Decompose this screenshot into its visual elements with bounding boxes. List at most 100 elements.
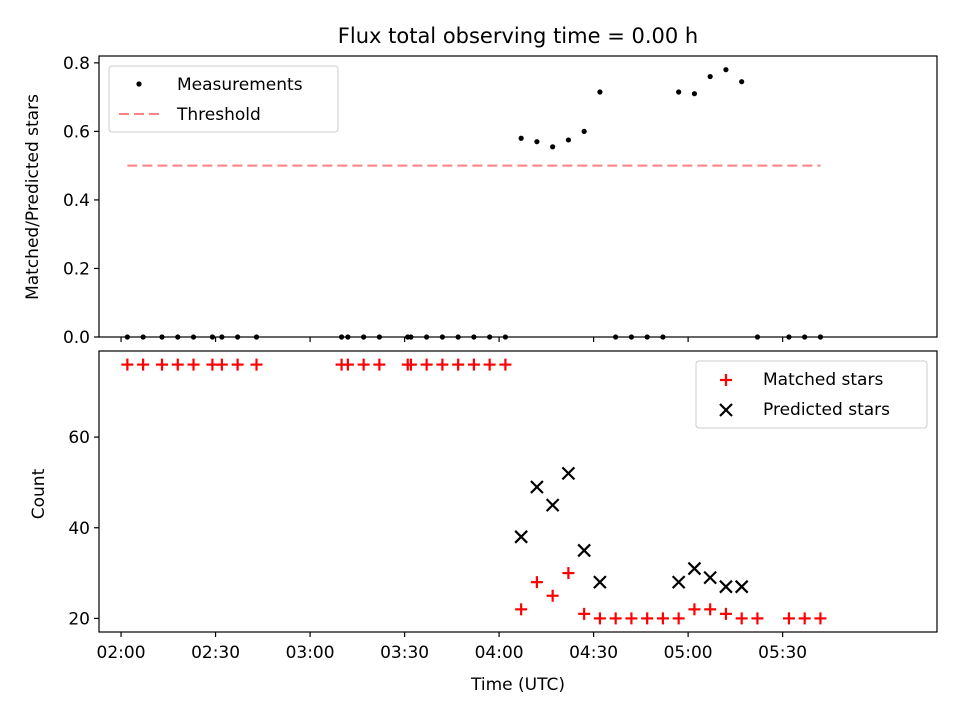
predicted-stroke <box>561 466 576 481</box>
measurement-point <box>190 334 197 340</box>
chart-title: Flux total observing time = 0.00 h <box>338 24 698 48</box>
top-y-axis-label: Matched/Predicted stars <box>23 94 43 300</box>
matched-star-point <box>798 612 811 625</box>
top-ytick-label: 0.0 <box>63 328 90 348</box>
measurement-point <box>424 334 430 340</box>
matched-star-point <box>704 603 717 616</box>
matched-star-point <box>420 358 433 371</box>
measurement-point <box>723 67 729 73</box>
top-ytick-label: 0.6 <box>63 122 90 142</box>
measurement-point <box>802 334 808 340</box>
matched-star-point <box>137 358 150 371</box>
predicted-star-point <box>561 466 576 481</box>
measurement-point <box>754 334 761 340</box>
top-panel: 0.00.20.40.60.8 Matched/Predicted stars … <box>23 54 938 348</box>
measurement-point <box>471 334 477 340</box>
measurement-point <box>439 334 445 340</box>
top-ytick-label: 0.2 <box>63 259 90 279</box>
matched-star-point <box>156 358 169 371</box>
matched-star-point <box>641 612 654 625</box>
count-points <box>121 358 827 625</box>
bottom-ytick-label: 40 <box>68 519 90 539</box>
matched-star-point <box>656 612 669 625</box>
matched-star-point <box>814 612 827 625</box>
measurement-point <box>175 334 181 340</box>
predicted-stroke <box>734 579 749 594</box>
matched-star-point <box>688 603 701 616</box>
bottom-y-axis-label: Count <box>29 468 49 519</box>
measurement-point <box>628 334 635 340</box>
matched-star-point <box>215 358 228 371</box>
bottom-legend-box <box>695 360 928 429</box>
measurement-points <box>124 67 824 340</box>
measurement-point <box>817 334 824 340</box>
measurement-point <box>338 334 345 340</box>
bottom-legend: Matched stars Predicted stars <box>695 360 928 429</box>
matched-star-point <box>436 358 449 371</box>
measurement-point <box>518 135 524 141</box>
matched-star-point <box>499 358 512 371</box>
top-y-ticks: 0.0 0.2 0.4 0.6 0.8 <box>63 54 99 348</box>
predicted-star-point <box>671 575 686 589</box>
measurement-point <box>487 334 493 340</box>
predicted-star-point <box>734 579 749 594</box>
predicted-star-point <box>687 561 702 576</box>
measurement-point <box>361 334 367 340</box>
predicted-stroke <box>719 579 733 594</box>
predicted-stroke <box>687 561 702 576</box>
bottom-panel: 20 40 60 02:00 02:30 03:00 03:30 04:00 04:30 05:… <box>29 350 938 695</box>
xtick-label: 04:30 <box>569 643 618 663</box>
measurement-point <box>707 73 713 80</box>
xtick-label: 03:30 <box>380 643 429 663</box>
measurement-point <box>613 334 619 340</box>
measurement-point <box>124 334 130 340</box>
matched-star-point <box>530 576 543 589</box>
measurement-point <box>691 91 698 97</box>
measurement-point <box>159 334 165 340</box>
bottom-y-ticks: 20 40 60 <box>68 428 99 629</box>
measurement-point <box>660 334 666 340</box>
measurement-point <box>597 89 603 95</box>
predicted-stroke <box>703 570 717 585</box>
predicted-stroke <box>577 543 591 558</box>
top-ytick-label: 0.4 <box>63 191 90 211</box>
measurement-point <box>455 334 461 340</box>
matched-star-point <box>719 607 732 620</box>
top-legend: Measurements Threshold <box>108 65 339 133</box>
x-axis-label: Time (UTC) <box>470 675 565 695</box>
measurement-point <box>140 334 146 340</box>
legend-predicted-label: Predicted stars <box>763 400 890 420</box>
matched-star-point <box>672 612 685 625</box>
measurement-point <box>676 89 682 95</box>
matched-star-point <box>578 607 591 620</box>
bottom-plot-frame <box>98 350 938 633</box>
measurement-point <box>550 144 556 150</box>
predicted-star-point <box>545 498 560 512</box>
measurement-point <box>786 334 792 340</box>
predicted-star-point <box>514 530 528 544</box>
predicted-star-point <box>530 480 544 494</box>
measurement-point <box>581 128 587 134</box>
legend-threshold-label: Threshold <box>176 105 261 125</box>
predicted-star-point <box>593 575 607 589</box>
matched-star-point <box>593 612 606 625</box>
bottom-ytick-label: 20 <box>68 609 90 629</box>
matched-star-point <box>467 358 480 371</box>
top-legend-box <box>108 65 339 133</box>
predicted-stroke <box>671 575 686 589</box>
measurement-point <box>502 334 508 340</box>
measurement-point <box>408 334 414 340</box>
measurement-point <box>253 334 260 340</box>
legend-predicted-marker <box>719 403 733 417</box>
matched-star-point <box>373 358 386 371</box>
matched-star-point <box>483 358 496 371</box>
measurement-point <box>209 334 216 340</box>
measurement-point <box>219 334 225 340</box>
xtick-label: 04:00 <box>475 643 524 663</box>
xtick-label: 05:30 <box>758 643 807 663</box>
matched-star-point <box>625 612 638 625</box>
measurement-point <box>739 79 745 85</box>
xtick-label: 02:30 <box>191 643 240 663</box>
matched-star-point <box>357 358 370 371</box>
